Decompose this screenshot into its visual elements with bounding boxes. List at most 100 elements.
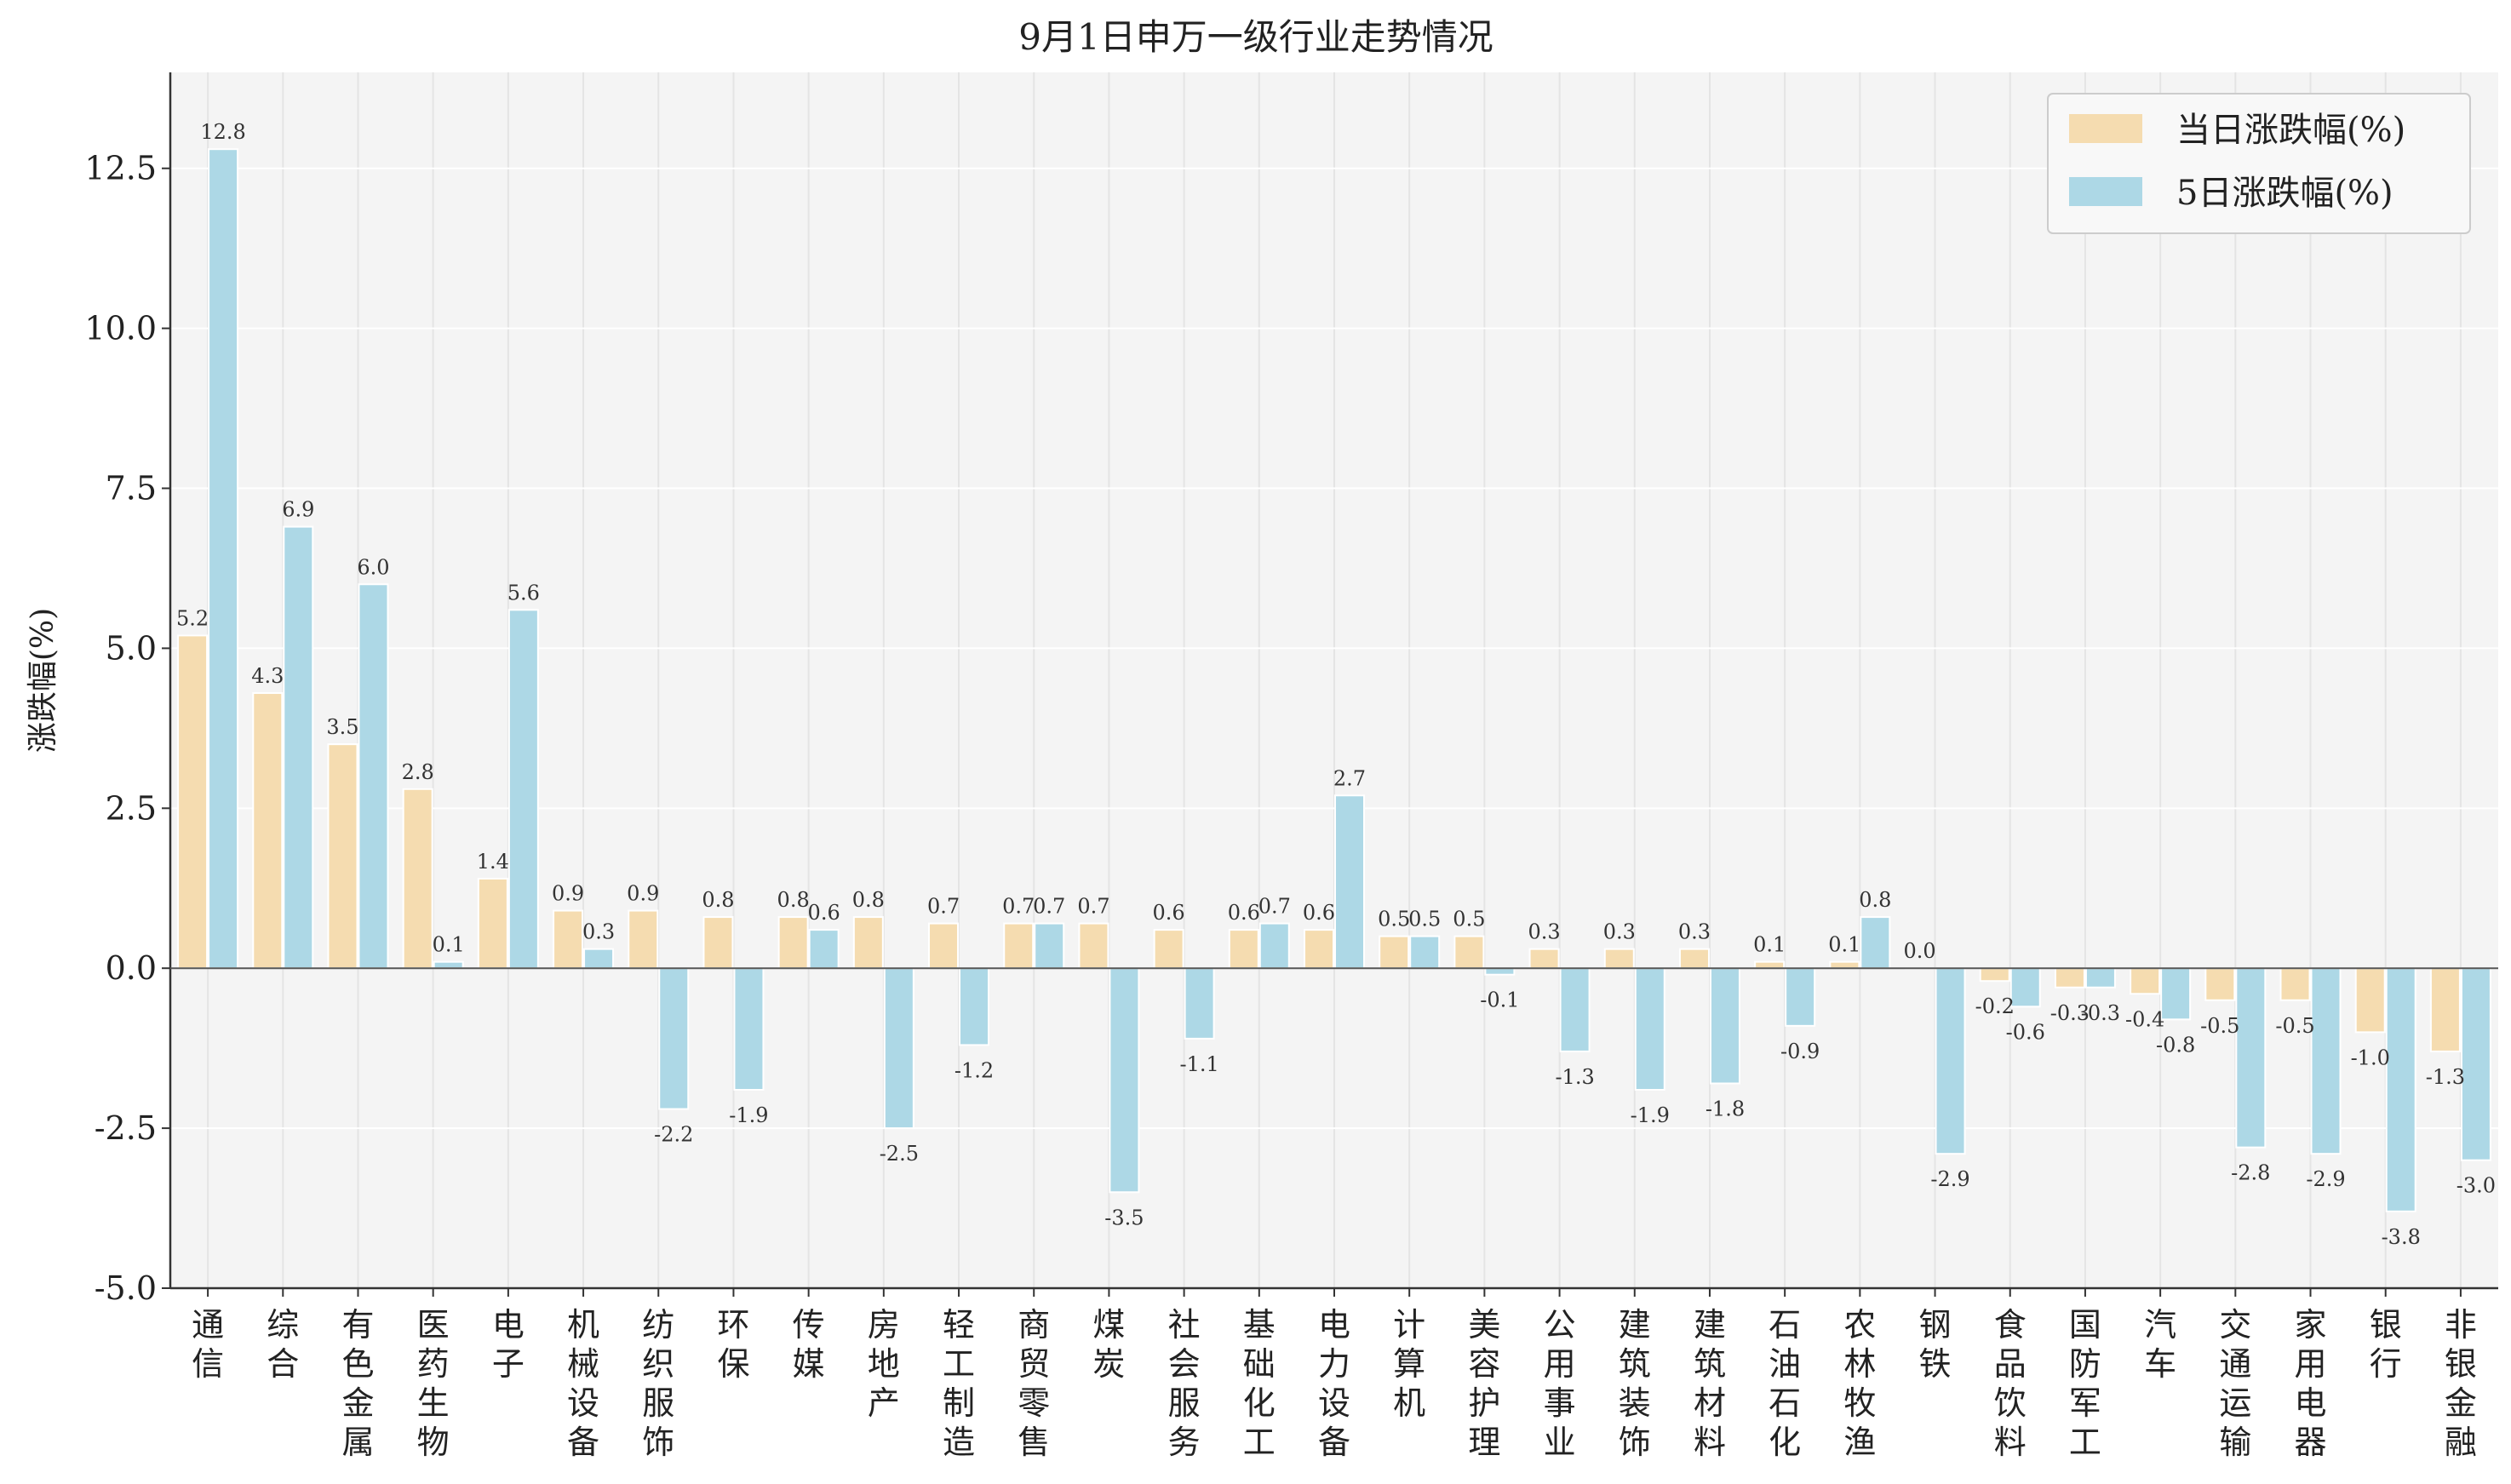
legend-swatch-series-1 bbox=[2069, 114, 2142, 143]
data-label-series-2: 2.7 bbox=[1333, 766, 1366, 790]
bar-series-2-煤炭 bbox=[1109, 967, 1140, 1194]
data-label-series-1: 0.5 bbox=[1378, 908, 1410, 931]
x-tick-label: 国防军工 bbox=[2069, 1306, 2101, 1461]
data-label-series-1: 0.6 bbox=[1153, 901, 1185, 925]
bar-series-1-计算机 bbox=[1379, 935, 1410, 970]
data-label-series-2: -0.8 bbox=[2156, 1033, 2195, 1057]
y-ticks: -5.0 -2.5 0.0 2.5 5.0 7.5 10.0 12.5 bbox=[84, 150, 170, 1307]
data-label-series-2: 6.0 bbox=[357, 555, 389, 579]
x-tick-label: 电力设备 bbox=[1318, 1306, 1350, 1461]
data-label-series-1: 1.4 bbox=[477, 850, 509, 874]
x-tick-label: 美容护理 bbox=[1468, 1306, 1500, 1461]
x-tick-label: 建筑装饰 bbox=[1619, 1306, 1651, 1461]
bar-series-1-国防军工 bbox=[2054, 967, 2085, 988]
x-tick-label: 传媒 bbox=[793, 1306, 825, 1383]
bar-series-1-石油石化 bbox=[1754, 960, 1786, 970]
data-label-series-1: 0.1 bbox=[1753, 933, 1786, 957]
bar-series-1-建筑材料 bbox=[1678, 948, 1710, 970]
bar-series-1-传媒 bbox=[777, 916, 809, 970]
bar-series-2-机械设备 bbox=[583, 948, 615, 970]
bar-series-2-国防军工 bbox=[2084, 967, 2116, 988]
data-label-series-2: -2.8 bbox=[2231, 1161, 2270, 1185]
x-tick-label: 煤炭 bbox=[1092, 1306, 1125, 1383]
data-label-series-2: -1.9 bbox=[729, 1103, 768, 1127]
bar-series-2-基础化工 bbox=[1258, 922, 1290, 970]
x-tick-label: 商贸零售 bbox=[1018, 1306, 1050, 1461]
x-tick-label: 纺织服饰 bbox=[642, 1306, 674, 1461]
data-label-series-2: -2.5 bbox=[880, 1142, 919, 1166]
bar-series-2-建筑材料 bbox=[1709, 967, 1740, 1085]
data-label-series-2: -0.3 bbox=[2081, 1001, 2120, 1025]
bar-series-2-交通运输 bbox=[2235, 967, 2267, 1149]
data-label-series-1: 0.9 bbox=[627, 882, 659, 906]
data-label-series-1: 0.3 bbox=[1678, 920, 1711, 944]
x-tick-label: 房地产 bbox=[868, 1306, 900, 1422]
data-label-series-1: -0.4 bbox=[2125, 1007, 2164, 1031]
bar-series-2-社会服务 bbox=[1184, 967, 1215, 1040]
bar-series-1-房地产 bbox=[852, 916, 884, 970]
bar-series-1-食品饮料 bbox=[1979, 967, 2010, 983]
data-label-series-2: -0.6 bbox=[2006, 1020, 2045, 1044]
bar-series-1-电子 bbox=[477, 877, 508, 970]
bar-series-1-银行 bbox=[2354, 967, 2386, 1034]
bar-series-1-通信 bbox=[177, 634, 209, 970]
data-label-series-1: -1.3 bbox=[2426, 1065, 2465, 1089]
bar-series-2-非银金融 bbox=[2460, 967, 2491, 1161]
data-label-series-2: 0.7 bbox=[1258, 895, 1291, 919]
y-axis-label: 涨跌幅(%) bbox=[26, 608, 60, 753]
bar-series-1-非银金融 bbox=[2429, 967, 2461, 1052]
bar-series-2-医药生物 bbox=[433, 960, 464, 970]
data-label-series-2: -3.0 bbox=[2457, 1174, 2496, 1198]
bar-series-2-电力设备 bbox=[1334, 794, 1365, 970]
data-label-series-1: 0.0 bbox=[1903, 939, 1935, 963]
bar-series-2-石油石化 bbox=[1785, 967, 1816, 1027]
bar-series-1-美容护理 bbox=[1453, 935, 1485, 970]
bar-series-1-纺织服饰 bbox=[628, 909, 659, 970]
legend: 当日涨跌幅(%) 5日涨跌幅(%) bbox=[2047, 93, 2471, 234]
data-label-series-2: -1.9 bbox=[1631, 1103, 1670, 1127]
data-label-series-2: 12.8 bbox=[200, 120, 245, 144]
data-label-series-1: 3.5 bbox=[326, 715, 358, 739]
bar-series-1-汽车 bbox=[2130, 967, 2161, 995]
bar-series-2-房地产 bbox=[883, 967, 914, 1130]
data-label-series-2: -3.8 bbox=[2382, 1225, 2421, 1249]
bar-series-2-公用事业 bbox=[1559, 967, 1591, 1052]
data-label-series-2: 0.5 bbox=[1408, 908, 1441, 931]
chart-title: 9月1日申万一级行业走势情况 bbox=[1018, 16, 1493, 58]
x-tick-label: 交通运输 bbox=[2219, 1306, 2251, 1461]
bar-series-1-煤炭 bbox=[1078, 922, 1109, 970]
bar-series-1-电力设备 bbox=[1304, 929, 1334, 970]
data-label-series-2: -2.9 bbox=[1930, 1167, 1969, 1191]
data-label-series-2: 0.6 bbox=[808, 901, 840, 925]
y-tick-label: 10.0 bbox=[84, 310, 157, 347]
bar-series-2-银行 bbox=[2385, 967, 2416, 1212]
y-tick-label: 12.5 bbox=[84, 150, 157, 187]
data-label-series-2: -1.3 bbox=[1555, 1065, 1594, 1089]
legend-label-series-1: 当日涨跌幅(%) bbox=[2176, 111, 2405, 150]
data-label-series-1: 0.6 bbox=[1303, 901, 1335, 925]
x-tick-label: 医药生物 bbox=[417, 1306, 450, 1461]
data-label-series-1: 4.3 bbox=[251, 664, 284, 688]
data-label-series-1: 0.3 bbox=[1603, 920, 1636, 944]
data-label-series-2: -1.2 bbox=[955, 1058, 994, 1082]
data-label-series-2: -1.8 bbox=[1706, 1097, 1745, 1120]
x-tick-label: 基础化工 bbox=[1243, 1306, 1276, 1461]
data-label-series-1: 0.7 bbox=[1002, 895, 1035, 919]
x-tick-label: 农林牧渔 bbox=[1843, 1306, 1876, 1461]
bar-series-1-医药生物 bbox=[402, 788, 433, 970]
x-tick-label: 有色金属 bbox=[341, 1306, 374, 1461]
bars bbox=[177, 148, 2491, 1212]
data-label-series-2: -0.1 bbox=[1480, 988, 1519, 1012]
x-tick-label: 汽车 bbox=[2144, 1306, 2176, 1383]
y-tick-label: -2.5 bbox=[95, 1109, 157, 1147]
x-tick-label: 石油石化 bbox=[1769, 1306, 1801, 1461]
bar-series-1-建筑装饰 bbox=[1603, 948, 1635, 970]
x-tick-label: 公用事业 bbox=[1544, 1306, 1576, 1461]
bar-series-2-食品饮料 bbox=[2009, 967, 2041, 1008]
bar-series-2-汽车 bbox=[2160, 967, 2192, 1021]
x-tick-label: 钢铁 bbox=[1919, 1306, 1952, 1383]
bar-series-2-传媒 bbox=[808, 929, 840, 970]
data-label-series-1: -0.3 bbox=[2050, 1001, 2090, 1025]
